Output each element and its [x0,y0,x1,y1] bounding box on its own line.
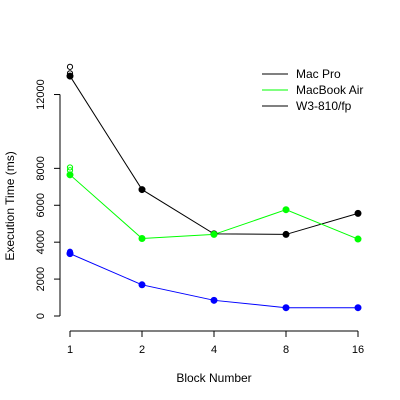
axes: 1 2 4 8 16 0 2000 4000 6000 8000 12000 [35,79,364,356]
data-point-replicate [66,248,74,255]
data-point [210,296,218,304]
legend-label: Mac Pro [296,67,341,81]
x-tick-label: 8 [283,344,289,356]
y-axis-title: Execution Time (ms) [3,151,17,260]
data-point [138,186,146,194]
y-tick-label: 4000 [35,230,47,254]
x-tick-label: 1 [67,344,73,356]
data-point [354,304,362,312]
y-tick-label: 8000 [35,156,47,180]
y-tick-label: 12000 [35,79,47,110]
legend-label: MacBook Air [296,83,363,97]
data-point [66,171,74,179]
data-point-replicate [66,70,74,77]
data-point [282,206,290,214]
data-point [210,230,218,238]
data-points [66,63,362,312]
y-tick-label: 2000 [35,267,47,291]
x-tick-label: 4 [211,344,217,356]
data-point [354,209,362,217]
data-point [282,230,290,238]
y-tick-label: 0 [35,313,47,319]
legend-label: W3-810/fp [296,99,352,113]
data-point [282,304,290,312]
y-tick-label: 6000 [35,193,47,217]
legend: Mac Pro MacBook Air W3-810/fp [262,67,363,113]
data-point [354,235,362,243]
data-point [138,234,146,242]
data-point-replicate [66,167,74,174]
x-tick-label: 2 [139,344,145,356]
series-line [69,174,359,240]
x-tick-label: 16 [352,344,364,356]
data-point-replicate [66,63,74,70]
x-axis-title: Block Number [176,371,251,385]
data-point [138,281,146,289]
data-point-replicate [66,164,74,171]
